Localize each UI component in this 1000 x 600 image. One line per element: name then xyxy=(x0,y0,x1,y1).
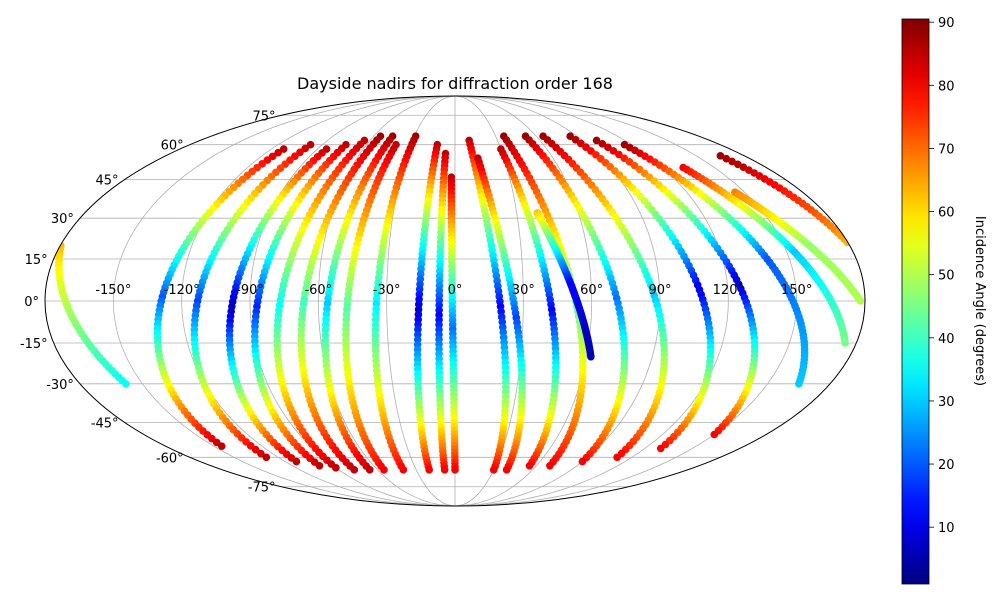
nadir-point xyxy=(656,444,665,453)
meridian-gridline xyxy=(181,95,456,507)
longitude-tick-label: -150° xyxy=(95,283,131,298)
nadir-point xyxy=(274,148,282,157)
longitude-tick-label: 30° xyxy=(512,283,535,298)
nadir-point xyxy=(489,466,498,474)
latitude-tick-label: -15° xyxy=(20,337,48,352)
colorbar: 10 20 30 40 50 60 70 80 90 Incidence Angle (degr… xyxy=(901,16,987,585)
nadir-point xyxy=(841,339,849,347)
nadir-point xyxy=(710,430,719,439)
longitude-tick-label: 60° xyxy=(580,283,603,298)
longitude-tick-label: 90° xyxy=(648,283,671,298)
latitude-tick-labels: -75° -60° -45° -30° -15° 0° 15° 30° 45° 60° 75° xyxy=(20,109,276,495)
latitude-tick-label: -75° xyxy=(248,481,276,496)
nadir-point xyxy=(301,144,310,153)
latitude-tick-label: -30° xyxy=(46,378,74,393)
chart-title: Dayside nadirs for diffraction order 168 xyxy=(297,74,613,93)
nadir-point xyxy=(733,160,742,169)
nadir-point xyxy=(268,152,277,161)
colorbar-ticks: 10 20 30 40 50 60 70 80 90 xyxy=(929,16,955,536)
longitude-tick-labels: -150° -120° -90° -60° -30° 0° 30° 60° 90° 120° 150… xyxy=(95,283,812,298)
nadir-point xyxy=(615,150,623,159)
nadir-point xyxy=(251,445,260,454)
meridian-gridline xyxy=(317,95,456,507)
longitude-tick-label: 0° xyxy=(448,283,463,298)
nadir-point xyxy=(217,442,226,450)
colorbar-tick-label: 70 xyxy=(938,142,955,157)
nadir-point xyxy=(451,466,459,474)
latitude-tick-label: 45° xyxy=(96,174,119,189)
nadir-point xyxy=(440,466,449,474)
nadir-point xyxy=(257,449,265,458)
nadir-point xyxy=(856,297,865,305)
colorbar-tick-label: 80 xyxy=(938,79,955,94)
latitude-tick-label: -45° xyxy=(91,416,119,431)
latitude-tick-label: 15° xyxy=(25,253,48,268)
nadir-point xyxy=(425,466,433,474)
nadir-point xyxy=(399,466,408,474)
nadir-point xyxy=(592,136,601,145)
longitude-tick-label: -90° xyxy=(236,283,264,298)
longitude-tick-label: 120° xyxy=(713,283,744,298)
nadir-point xyxy=(546,461,554,470)
colorbar-tick-label: 30 xyxy=(938,395,955,410)
nadir-point xyxy=(121,380,130,388)
nadir-point xyxy=(365,466,374,474)
nadir-point xyxy=(609,147,618,155)
longitude-tick-label: -60° xyxy=(304,283,332,298)
colorbar-tick-label: 50 xyxy=(938,269,955,284)
nadir-point xyxy=(722,154,731,163)
nadir-point xyxy=(306,140,315,149)
nadir-point xyxy=(292,457,301,466)
colorbar-gradient xyxy=(901,18,930,585)
latitude-tick-label: -60° xyxy=(156,451,184,466)
nadir-point xyxy=(728,157,736,166)
nadir-point xyxy=(587,352,595,361)
nadir-point xyxy=(279,145,288,153)
nadir-point xyxy=(380,466,388,474)
nadir-point xyxy=(502,466,511,474)
nadir-point xyxy=(262,453,271,462)
nadir-point xyxy=(578,457,587,466)
longitude-tick-label: 150° xyxy=(781,283,812,298)
nadir-point xyxy=(525,461,534,470)
colorbar-label: Incidence Angle (degrees) xyxy=(972,216,987,386)
map-boundary xyxy=(44,95,866,507)
nadir-point xyxy=(315,461,324,470)
latitude-tick-label: 75° xyxy=(252,109,275,124)
nadir-point xyxy=(716,152,725,160)
colorbar-tick-label: 20 xyxy=(938,458,955,473)
colorbar-tick-label: 10 xyxy=(938,521,955,536)
nadir-point xyxy=(604,143,612,152)
colorbar-tick-label: 40 xyxy=(938,332,955,347)
nadir-point xyxy=(332,464,340,472)
nadir-point xyxy=(613,453,621,462)
nadir-points xyxy=(55,132,865,474)
meridian-gridline xyxy=(112,95,456,507)
nadir-point xyxy=(350,466,359,474)
longitude-tick-label: -120° xyxy=(164,283,200,298)
latitude-tick-label: 60° xyxy=(161,139,184,154)
nadir-point xyxy=(598,140,607,148)
nadir-point xyxy=(566,132,574,141)
latitude-tick-label: 30° xyxy=(51,212,74,227)
latitude-tick-label: 0° xyxy=(24,295,39,310)
longitude-tick-label: -30° xyxy=(373,283,401,298)
colorbar-tick-label: 60 xyxy=(938,206,955,221)
nadir-point xyxy=(795,380,803,388)
colorbar-tick-label: 90 xyxy=(938,16,955,31)
meridian-gridline xyxy=(454,95,593,507)
